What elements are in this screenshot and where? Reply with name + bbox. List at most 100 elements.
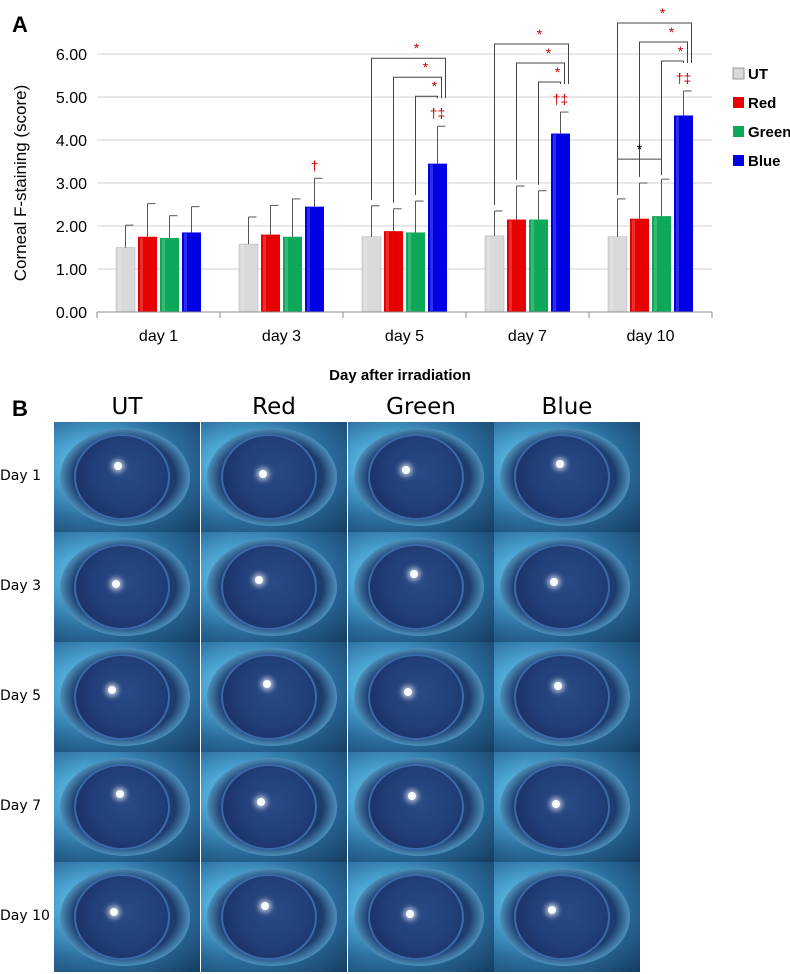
photo-row-label: Day 10	[0, 908, 50, 924]
eye-photo	[54, 862, 200, 972]
axes: 0.00 1.00 2.00 3.00 4.00 5.00 6.00 day 1 day 3 da…	[56, 47, 713, 345]
cornea	[514, 654, 610, 740]
significance-star: *	[660, 5, 666, 21]
light-reflection	[255, 576, 263, 584]
legend-label: Green	[748, 124, 790, 141]
eye-photo	[54, 532, 200, 642]
bar	[406, 232, 425, 312]
bar	[138, 236, 157, 312]
significance-marker: †‡	[430, 105, 446, 121]
light-reflection	[552, 800, 560, 808]
bar	[551, 133, 570, 312]
significance-bracket	[494, 43, 569, 205]
legend-swatch	[732, 67, 745, 80]
light-reflection	[402, 466, 410, 474]
significance-star: *	[678, 43, 684, 59]
cornea	[368, 434, 464, 520]
eye-photo	[494, 532, 640, 642]
y-tick-label: 5.00	[56, 90, 87, 107]
photo-column-header: Red	[252, 394, 296, 420]
photo-row-label: Day 3	[0, 578, 42, 594]
bar	[182, 232, 201, 312]
eye-photo	[494, 422, 640, 532]
bar	[384, 231, 403, 312]
significance-bracket	[639, 41, 688, 177]
significance-bracket	[617, 22, 692, 193]
cornea	[368, 874, 464, 960]
y-axis-title: Corneal F-staining (score)	[11, 85, 30, 282]
significance-star: *	[423, 59, 429, 75]
eye-photo	[348, 862, 494, 972]
significance-bracket	[516, 62, 565, 181]
cornea	[368, 544, 464, 630]
cornea	[74, 434, 170, 520]
light-reflection	[554, 682, 562, 690]
bar	[507, 219, 526, 312]
x-tick-label: day 10	[626, 328, 674, 345]
legend-swatch	[733, 97, 744, 108]
x-axis-title: Day after irradiation	[329, 367, 471, 384]
y-tick-label: 2.00	[56, 219, 87, 236]
x-tick-label: day 3	[262, 328, 301, 345]
x-tick-label: day 5	[385, 328, 424, 345]
cornea	[514, 544, 610, 630]
legend-swatch	[733, 155, 744, 166]
significance-bracket	[617, 158, 662, 195]
light-reflection	[408, 792, 416, 800]
cornea	[221, 764, 317, 850]
bar-highlight	[531, 220, 534, 311]
legend-swatch	[733, 126, 744, 137]
significance-bracket	[393, 76, 442, 203]
cornea	[514, 874, 610, 960]
bar-highlight	[184, 233, 187, 311]
cornea	[74, 654, 170, 740]
cornea	[74, 764, 170, 850]
bar-highlight	[487, 236, 490, 311]
photo-row-label: Day 5	[0, 688, 42, 704]
significance-star: *	[555, 64, 561, 80]
cornea	[221, 874, 317, 960]
bar-highlight	[307, 207, 310, 311]
bar-highlight	[140, 237, 143, 311]
legend-label: UT	[748, 66, 768, 83]
bar-highlight	[386, 232, 389, 311]
eye-photo	[201, 862, 347, 972]
bar-highlight	[654, 217, 657, 311]
light-reflection	[556, 460, 564, 468]
light-reflection	[116, 790, 124, 798]
significance-star: *	[414, 40, 420, 56]
panel-a-label: A	[12, 12, 28, 37]
cornea	[514, 764, 610, 850]
x-tick-label: day 1	[139, 328, 178, 345]
bars	[115, 90, 693, 313]
light-reflection	[114, 462, 122, 470]
cornea	[514, 434, 610, 520]
light-reflection	[257, 798, 265, 806]
bar-highlight	[553, 134, 556, 311]
eye-photo	[348, 752, 494, 862]
eye-photo	[54, 752, 200, 862]
light-reflection	[550, 578, 558, 586]
light-reflection	[112, 580, 120, 588]
photo-row-label: Day 7	[0, 798, 42, 814]
light-reflection	[410, 570, 418, 578]
photo-column-header: UT	[111, 394, 143, 420]
bar-highlight	[263, 235, 266, 311]
eye-photo	[348, 422, 494, 532]
bar-highlight	[364, 237, 367, 311]
cornea	[368, 654, 464, 740]
significance-marker: †	[311, 157, 319, 173]
bar	[674, 115, 693, 313]
significance-marker: †‡	[676, 70, 692, 86]
y-tick-label: 1.00	[56, 262, 87, 279]
bar	[160, 238, 179, 312]
eye-photo	[54, 642, 200, 752]
significance-star: *	[669, 24, 675, 40]
bar-highlight	[241, 245, 244, 311]
photo-column-header: Green	[386, 394, 456, 420]
significance-star: *	[546, 45, 552, 61]
significance-brackets: ††‡†‡†‡**********	[311, 5, 692, 205]
eye-photo	[494, 862, 640, 972]
bar-chart: 0.00 1.00 2.00 3.00 4.00 5.00 6.00 day 1 day 3 da…	[11, 5, 790, 384]
y-tick-label: 6.00	[56, 47, 87, 64]
